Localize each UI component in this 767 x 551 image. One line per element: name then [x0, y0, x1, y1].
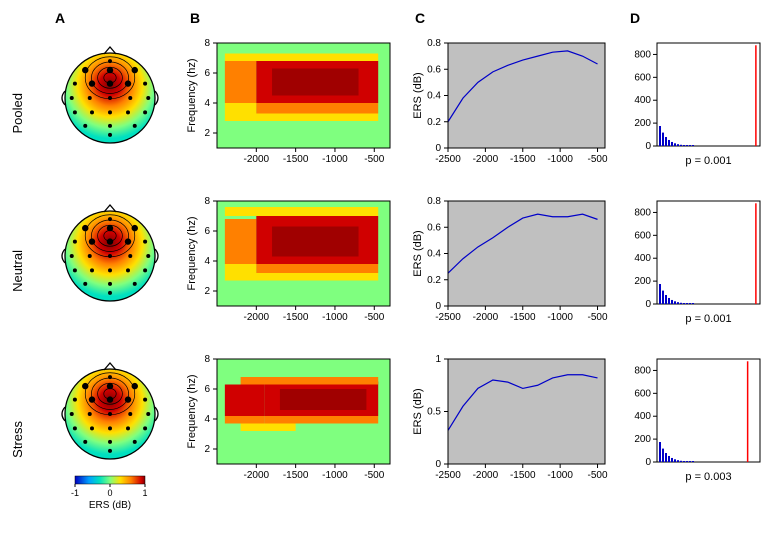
svg-text:-500: -500	[364, 154, 384, 165]
svg-text:-1500: -1500	[510, 470, 536, 481]
svg-text:-1500: -1500	[510, 154, 536, 165]
svg-text:p = 0.003: p = 0.003	[685, 471, 731, 483]
svg-text:-2000: -2000	[244, 154, 270, 165]
svg-text:-500: -500	[364, 312, 384, 323]
svg-text:200: 200	[634, 434, 651, 445]
topomap-pooled	[50, 38, 170, 188]
svg-text:Frequency (hz): Frequency (hz)	[186, 217, 198, 291]
svg-text:4: 4	[204, 256, 210, 267]
svg-text:2: 2	[204, 128, 210, 139]
ers-line-pooled: -2500 -2000 -1500 -1000 -500 0 0.2 0.4 0.6 0.8 ERS…	[410, 38, 610, 188]
svg-text:-1: -1	[71, 488, 79, 498]
perm-hist-stress: 0 200 400 600 800 p = 0.003	[625, 354, 765, 524]
svg-text:-1000: -1000	[322, 154, 348, 165]
svg-text:-2000: -2000	[244, 312, 270, 323]
svg-text:1: 1	[142, 488, 147, 498]
ers-line-stress: -2500 -2000 -1500 -1000 -500 0 0.5 1 ERS (dB)	[410, 354, 610, 524]
svg-text:0: 0	[435, 301, 441, 312]
svg-text:-2000: -2000	[473, 470, 499, 481]
svg-text:800: 800	[634, 365, 651, 376]
svg-text:-500: -500	[588, 312, 608, 323]
svg-text:0: 0	[435, 143, 441, 154]
perm-hist-neutral: 0 200 400 600 800 p = 0.001	[625, 196, 765, 346]
spectrogram-neutral: -2000 -1500 -1000 -500 2 4 6 8 Frequency (hz)	[185, 196, 395, 346]
svg-text:-2500: -2500	[435, 470, 461, 481]
svg-text:6: 6	[204, 68, 210, 79]
spectrogram-stress: -2000 -1500 -1000 -500 2 4 6 8 Frequency (hz)	[185, 354, 395, 524]
col-header-d: D	[625, 10, 765, 30]
svg-text:ERS (dB): ERS (dB)	[412, 72, 424, 118]
svg-text:-2000: -2000	[244, 470, 270, 481]
svg-text:600: 600	[634, 230, 651, 241]
svg-text:200: 200	[634, 118, 651, 129]
svg-text:2: 2	[204, 286, 210, 297]
topomap-neutral	[50, 196, 170, 346]
col-header-c: C	[410, 10, 610, 30]
svg-text:-1500: -1500	[283, 470, 309, 481]
svg-text:600: 600	[634, 72, 651, 83]
svg-text:8: 8	[204, 196, 210, 207]
svg-text:0: 0	[107, 488, 112, 498]
svg-text:8: 8	[204, 38, 210, 49]
svg-text:0.8: 0.8	[427, 38, 441, 49]
svg-text:0.2: 0.2	[427, 275, 441, 286]
svg-text:6: 6	[204, 226, 210, 237]
perm-hist-pooled: 0 200 400 600 800 p = 0.001	[625, 38, 765, 188]
col-header-b: B	[185, 10, 395, 30]
svg-text:-2000: -2000	[473, 154, 499, 165]
svg-text:-2000: -2000	[473, 312, 499, 323]
svg-text:1: 1	[435, 354, 441, 365]
svg-text:0.4: 0.4	[427, 91, 441, 102]
svg-text:0.5: 0.5	[427, 407, 441, 418]
svg-text:400: 400	[634, 411, 651, 422]
svg-text:p = 0.001: p = 0.001	[685, 155, 731, 167]
svg-text:0.8: 0.8	[427, 196, 441, 207]
svg-text:6: 6	[204, 384, 210, 395]
svg-text:0: 0	[645, 299, 651, 310]
svg-text:-500: -500	[364, 470, 384, 481]
topomap-stress: -1 0 1 ERS (dB)	[50, 354, 170, 524]
svg-text:-1500: -1500	[283, 312, 309, 323]
spectrogram-pooled: -2000 -1500 -1000 -500 2 4 6 8 Frequency (hz)	[185, 38, 395, 188]
col-header-a: A	[50, 10, 170, 30]
svg-text:-1000: -1000	[547, 154, 573, 165]
svg-text:0: 0	[645, 457, 651, 468]
svg-text:400: 400	[634, 253, 651, 264]
svg-text:-2500: -2500	[435, 312, 461, 323]
svg-text:400: 400	[634, 95, 651, 106]
svg-text:-1000: -1000	[322, 312, 348, 323]
svg-text:0.6: 0.6	[427, 64, 441, 75]
svg-text:2: 2	[204, 444, 210, 455]
row-label-pooled: Pooled	[10, 93, 35, 133]
svg-text:0.2: 0.2	[427, 117, 441, 128]
svg-text:8: 8	[204, 354, 210, 365]
svg-text:4: 4	[204, 414, 210, 425]
svg-text:4: 4	[204, 98, 210, 109]
svg-text:0.6: 0.6	[427, 222, 441, 233]
svg-text:-2500: -2500	[435, 154, 461, 165]
svg-text:ERS (dB): ERS (dB)	[412, 388, 424, 434]
svg-text:0: 0	[645, 141, 651, 152]
svg-text:p = 0.001: p = 0.001	[685, 313, 731, 325]
svg-text:-500: -500	[588, 154, 608, 165]
svg-text:800: 800	[634, 207, 651, 218]
svg-text:800: 800	[634, 49, 651, 60]
svg-text:-500: -500	[588, 470, 608, 481]
svg-text:-1000: -1000	[547, 312, 573, 323]
svg-text:Frequency (hz): Frequency (hz)	[186, 375, 198, 449]
ers-line-neutral: -2500 -2000 -1500 -1000 -500 0 0.2 0.4 0.6 0.8 ERS…	[410, 196, 610, 346]
svg-text:0.4: 0.4	[427, 249, 441, 260]
svg-text:ERS (dB): ERS (dB)	[89, 500, 131, 511]
svg-text:-1500: -1500	[510, 312, 536, 323]
svg-text:600: 600	[634, 388, 651, 399]
row-label-neutral: Neutral	[10, 250, 35, 292]
svg-text:Frequency (hz): Frequency (hz)	[186, 59, 198, 133]
svg-text:200: 200	[634, 276, 651, 287]
row-label-stress: Stress	[10, 421, 35, 458]
svg-text:ERS (dB): ERS (dB)	[412, 230, 424, 276]
svg-text:-1000: -1000	[547, 470, 573, 481]
svg-text:-1500: -1500	[283, 154, 309, 165]
svg-text:0: 0	[435, 459, 441, 470]
svg-text:-1000: -1000	[322, 470, 348, 481]
